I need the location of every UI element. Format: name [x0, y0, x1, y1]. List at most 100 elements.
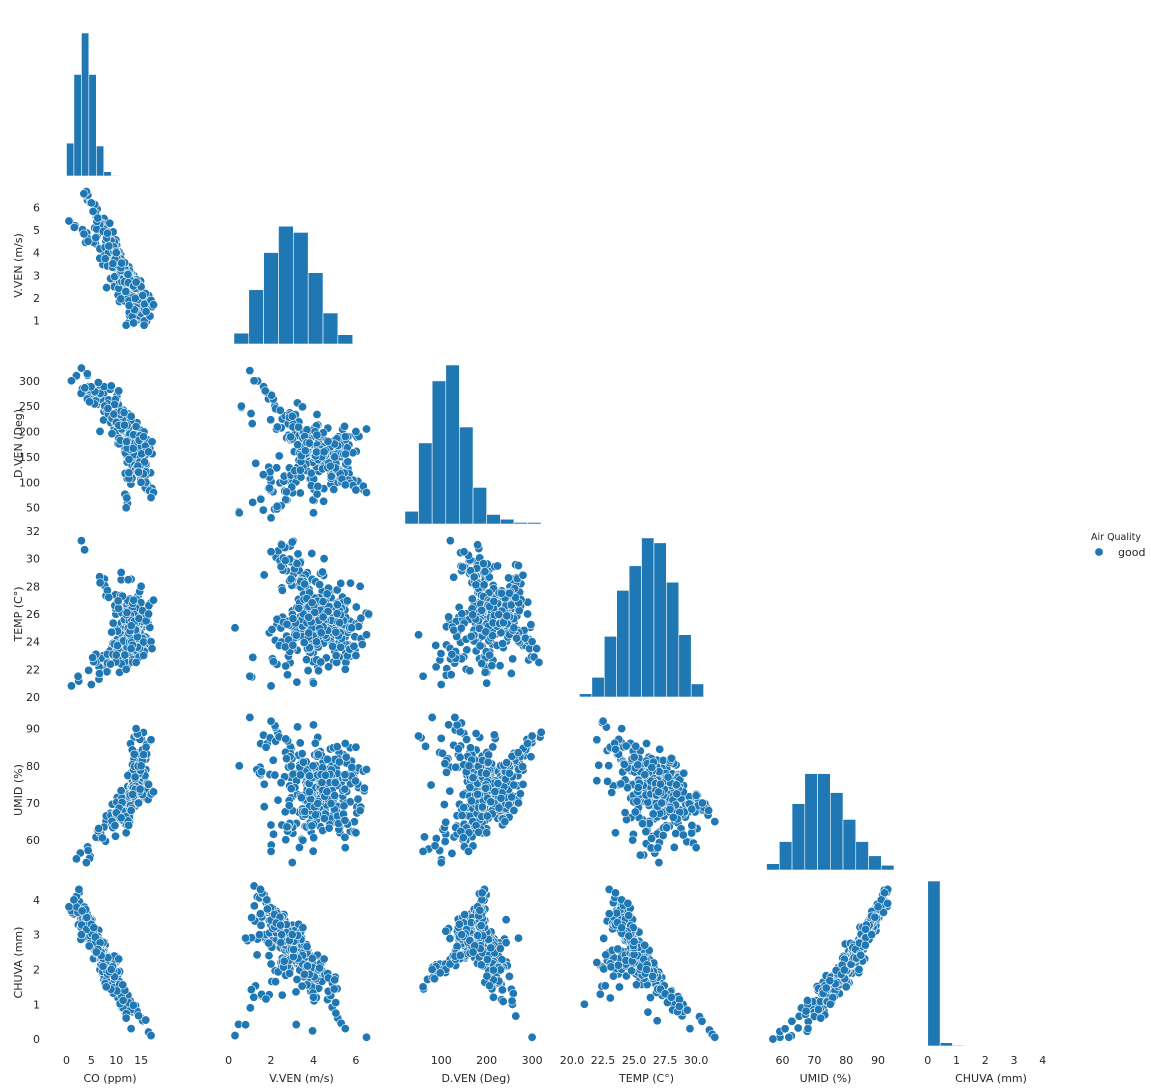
- scatter-point: [266, 513, 276, 523]
- scatter-point: [275, 405, 285, 415]
- scatter-point: [359, 783, 369, 793]
- scatter-point: [343, 457, 353, 467]
- scatter-point: [508, 654, 518, 664]
- scatter-point: [330, 778, 340, 788]
- scatter-point: [268, 755, 278, 765]
- scatter-point: [494, 803, 504, 813]
- scatter-point: [107, 429, 117, 439]
- scatter-point: [310, 738, 320, 748]
- scatter-point: [307, 549, 317, 559]
- scatter-point: [124, 301, 134, 311]
- scatter-point: [116, 567, 126, 577]
- scatter-point: [451, 762, 461, 772]
- scatter-point: [135, 784, 145, 794]
- scatter-point: [76, 536, 86, 546]
- scatter-point: [298, 402, 308, 412]
- scatter-point: [321, 770, 331, 780]
- scatter-point: [487, 631, 497, 641]
- scatter-point: [83, 236, 93, 246]
- scatter-point: [457, 810, 467, 820]
- scatter-point: [131, 277, 141, 287]
- scatter-point: [272, 422, 282, 432]
- scatter-point: [465, 782, 475, 792]
- scatter-point: [340, 784, 350, 794]
- scatter-point: [509, 805, 519, 815]
- scatter-point: [288, 614, 298, 624]
- scatter-point: [332, 742, 342, 752]
- scatter-point: [331, 651, 341, 661]
- scatter-point: [255, 884, 265, 894]
- scatter-point: [66, 376, 76, 386]
- scatter-point: [351, 776, 361, 786]
- hist-bar: [431, 380, 447, 525]
- scatter-point: [97, 833, 107, 843]
- scatter-point: [266, 959, 276, 969]
- scatter-point: [86, 680, 96, 690]
- hist-bar: [880, 864, 895, 871]
- scatter-point: [298, 835, 308, 845]
- scatter-point: [534, 657, 544, 667]
- scatter-point: [126, 805, 136, 815]
- scatter-point: [252, 950, 262, 960]
- scatter-umid-vs-co-ppm: [71, 724, 159, 868]
- scatter-point: [431, 640, 441, 650]
- scatter-chuva-mm-vs-v-ven-m-s: [230, 881, 372, 1042]
- hist-bar: [73, 74, 82, 177]
- scatter-point: [628, 835, 638, 845]
- scatter-point: [466, 743, 476, 753]
- scatter-point: [308, 720, 318, 730]
- hist-bar: [829, 792, 844, 871]
- hist-bar: [445, 364, 460, 525]
- hist-chuva-mm: [927, 880, 966, 1047]
- hist-bar: [66, 142, 75, 177]
- scatter-point: [292, 677, 302, 687]
- scatter-point: [315, 580, 325, 590]
- scatter-point: [477, 658, 487, 668]
- hist-bar: [322, 312, 339, 345]
- scatter-point: [304, 787, 314, 797]
- scatter-point: [131, 421, 141, 431]
- scatter-point: [111, 650, 121, 660]
- scatter-point: [303, 666, 313, 676]
- scatter-point: [287, 858, 297, 868]
- scatter-point: [325, 461, 335, 471]
- scatter-point: [485, 650, 495, 660]
- scatter-point: [144, 609, 154, 619]
- scatter-point: [249, 901, 259, 911]
- scatter-point: [259, 570, 269, 580]
- scatter-point: [501, 915, 511, 925]
- scatter-point: [441, 817, 451, 827]
- scatter-point: [351, 485, 361, 495]
- scatter-point: [319, 954, 329, 964]
- scatter-point: [104, 592, 114, 602]
- scatter-point: [318, 597, 328, 607]
- scatter-point: [83, 845, 93, 855]
- scatter-point: [266, 820, 276, 830]
- scatter-point: [518, 762, 528, 772]
- scatter-point: [249, 376, 259, 386]
- scatter-point: [136, 761, 146, 771]
- scatter-point: [471, 729, 481, 739]
- scatter-point: [287, 537, 297, 547]
- scatter-point: [477, 888, 487, 898]
- scatter-point: [457, 930, 467, 940]
- scatter-point: [476, 921, 486, 931]
- scatter-point: [295, 488, 305, 498]
- scatter-point: [322, 589, 332, 599]
- hist-bar: [842, 819, 857, 871]
- scatter-point: [477, 605, 487, 615]
- hist-temp-c: [579, 537, 704, 698]
- scatter-point: [95, 669, 105, 679]
- scatter-point: [502, 611, 512, 621]
- scatter-point: [454, 919, 464, 929]
- scatter-point: [73, 671, 83, 681]
- scatter-point: [481, 783, 491, 793]
- scatter-point: [457, 609, 467, 619]
- hist-umid: [766, 773, 895, 871]
- scatter-point: [149, 787, 159, 797]
- scatter-point: [141, 307, 151, 317]
- scatter-point: [488, 965, 498, 975]
- scatter-point: [256, 920, 266, 930]
- scatter-point: [504, 768, 514, 778]
